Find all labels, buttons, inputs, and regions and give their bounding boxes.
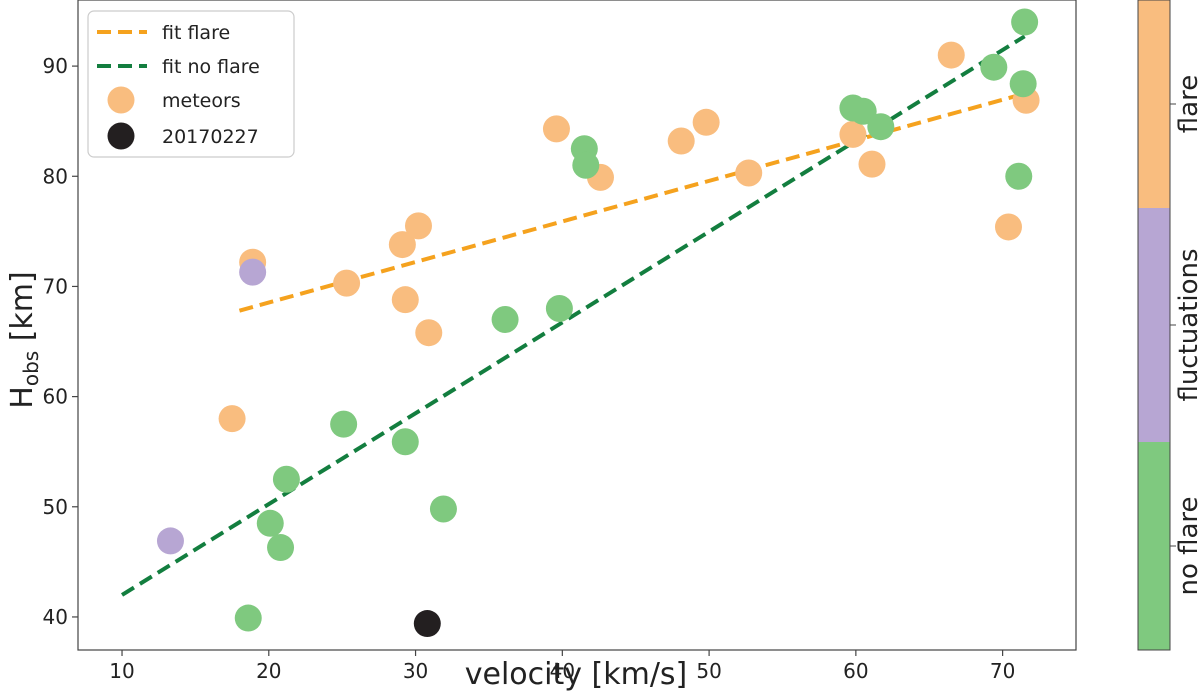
legend-label-fit-flare: fit flare xyxy=(162,22,230,44)
legend-marker-meteors xyxy=(107,86,135,114)
y-tick-label-90: 90 xyxy=(43,54,68,78)
legend-label-fit-no-flare: fit no flare xyxy=(162,56,260,78)
point-flare-9 xyxy=(667,127,695,155)
colorbar-label-fluctuations: fluctuations xyxy=(1174,248,1200,401)
point-no-flare-15 xyxy=(1005,162,1033,190)
x-tick-label-30: 30 xyxy=(403,659,428,683)
axes: 10 20 30 40 50 60 70 40 50 60 70 80 90 xyxy=(43,0,1077,683)
point-no-flare-10 xyxy=(572,151,600,179)
point-flare-7 xyxy=(542,115,570,143)
point-flare-6 xyxy=(415,319,443,347)
data-points xyxy=(156,8,1040,638)
point-no-flare-8 xyxy=(545,294,573,322)
point-no-flare-4 xyxy=(330,410,358,438)
point-flare-12 xyxy=(839,120,867,148)
point-flare-3 xyxy=(388,231,416,259)
legend-marker-event xyxy=(107,122,135,150)
x-tick-label-20: 20 xyxy=(256,659,281,683)
legend-frame xyxy=(87,10,295,158)
point-no-flare-2 xyxy=(267,534,295,562)
point-no-flare-0 xyxy=(234,604,262,632)
colorbar-segment-fluctuations xyxy=(1138,208,1170,442)
x-tick-label-10: 10 xyxy=(109,659,134,683)
point-no-flare-14 xyxy=(980,53,1008,81)
y-axis-label-main: H xyxy=(5,386,40,409)
point-no-flare-12 xyxy=(849,97,877,125)
colorbar-segment-flare xyxy=(1138,0,1170,208)
point-no-flare-3 xyxy=(272,465,300,493)
legend-label-event: 20170227 xyxy=(162,126,259,148)
colorbar-label-no-flare: no flare xyxy=(1174,496,1200,595)
y-axis-label-unit: [km] xyxy=(5,271,40,351)
point-no-flare-5 xyxy=(391,428,419,456)
point-flare-10 xyxy=(692,108,720,136)
y-tick-label-50: 50 xyxy=(43,495,68,519)
colorbar-segment-no-flare xyxy=(1138,442,1170,650)
point-flare-2 xyxy=(333,269,361,297)
point-flare-14 xyxy=(937,41,965,69)
x-tick-label-40: 40 xyxy=(550,659,575,683)
y-tick-label-60: 60 xyxy=(43,385,68,409)
point-flare-11 xyxy=(735,159,763,187)
point-flare-0 xyxy=(218,405,246,433)
point-fluctuations-0 xyxy=(156,527,184,555)
point-fluctuations-1 xyxy=(239,258,267,286)
x-axis-label: velocity [km/s] xyxy=(465,657,688,692)
x-tick-label-70: 70 xyxy=(990,659,1015,683)
point-no-flare-16 xyxy=(1009,70,1037,98)
y-axis-label: Hobs [km] xyxy=(5,271,43,408)
point-no-flare-13 xyxy=(867,113,895,141)
point-no-flare-1 xyxy=(256,509,284,537)
axes-frame xyxy=(77,0,1077,651)
legend: fit flare fit no flare meteors 20170227 xyxy=(87,10,295,158)
y-tick-label-40: 40 xyxy=(43,605,68,629)
y-tick-label-70: 70 xyxy=(43,274,68,298)
point-no-flare-7 xyxy=(491,305,519,333)
legend-label-meteors: meteors xyxy=(162,90,241,112)
point-no-flare-17 xyxy=(1011,8,1039,36)
point-flare-5 xyxy=(404,212,432,240)
point-flare-13 xyxy=(858,150,886,178)
x-tick-label-60: 60 xyxy=(843,659,868,683)
x-tick-label-50: 50 xyxy=(696,659,721,683)
colorbar: no flare fluctuations flare xyxy=(1137,0,1200,651)
point-flare-15 xyxy=(994,213,1022,241)
colorbar-label-flare: flare xyxy=(1174,75,1200,133)
point-20170227-0 xyxy=(413,610,441,638)
y-tick-label-80: 80 xyxy=(43,164,68,188)
y-axis-label-sub: obs xyxy=(19,351,43,386)
point-no-flare-6 xyxy=(429,495,457,523)
point-flare-4 xyxy=(391,286,419,314)
